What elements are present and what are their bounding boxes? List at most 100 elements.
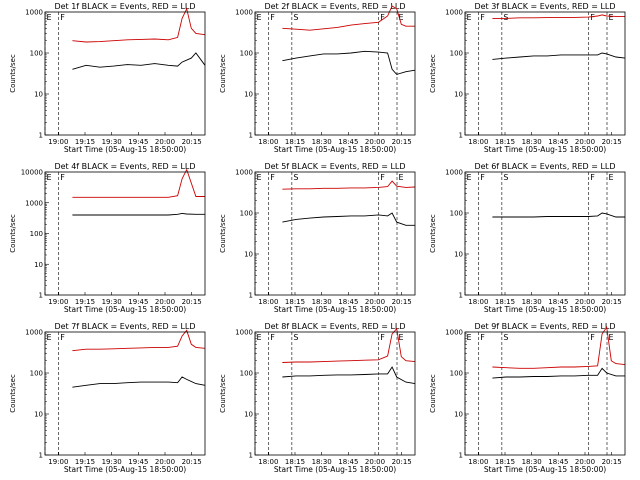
x-tick-label: 19:15 bbox=[75, 298, 95, 306]
x-tick-label: 19:00 bbox=[48, 138, 68, 146]
series-events-line bbox=[492, 212, 625, 218]
x-tick-label: 20:15 bbox=[602, 138, 622, 146]
event-marker-label: F bbox=[60, 13, 65, 22]
event-marker-label: E bbox=[609, 173, 614, 182]
y-tick-label: 100 bbox=[30, 50, 43, 58]
event-marker-label: E bbox=[257, 173, 262, 182]
event-marker-label: F bbox=[380, 13, 385, 22]
event-marker-label: F bbox=[60, 333, 65, 342]
x-tick-label: 20:15 bbox=[182, 458, 202, 466]
y-tick-label: 100 bbox=[240, 50, 253, 58]
detector-panel-7: Det 7f BLACK = Events, RED = LLD 19:00 19:… bbox=[9, 322, 404, 474]
y-tick-label: 1000 bbox=[25, 9, 43, 17]
x-axis-label: Start Time (05-Aug-15 18:50:00) bbox=[484, 305, 606, 314]
x-tick-label: 19:45 bbox=[128, 138, 148, 146]
plot-frame bbox=[254, 331, 416, 456]
plot-frame bbox=[44, 11, 206, 136]
x-tick-label: 18:00 bbox=[258, 458, 278, 466]
y-tick-label: 1 bbox=[39, 452, 43, 460]
x-tick-label: 18:15 bbox=[285, 138, 305, 146]
event-marker-label: E bbox=[609, 13, 614, 22]
series-events-line bbox=[282, 50, 416, 75]
x-axis-label: Start Time (05-Aug-15 18:50:00) bbox=[484, 145, 606, 154]
x-tick-label: 18:00 bbox=[258, 138, 278, 146]
series-lld-line bbox=[72, 329, 206, 352]
plot-frame bbox=[464, 171, 626, 296]
event-marker-label: E bbox=[467, 13, 472, 22]
event-marker-label: F bbox=[270, 173, 275, 182]
y-tick-label: 10 bbox=[454, 91, 463, 99]
plot-frame bbox=[254, 171, 416, 296]
x-tick-label: 19:45 bbox=[128, 458, 148, 466]
x-tick-label: 19:30 bbox=[102, 298, 122, 306]
event-marker-label: E bbox=[47, 333, 52, 342]
x-tick-label: 18:15 bbox=[495, 138, 515, 146]
y-tick-label: 1 bbox=[39, 292, 43, 300]
detector-panel-5: Det 5f BLACK = Events, RED = LLD 18:00 18:… bbox=[219, 162, 614, 314]
x-axis-label: Start Time (05-Aug-15 18:50:00) bbox=[64, 145, 186, 154]
x-tick-label: 19:15 bbox=[75, 138, 95, 146]
plot-frame bbox=[464, 331, 626, 456]
y-tick-label: 10 bbox=[34, 261, 43, 269]
event-marker-label: E bbox=[467, 173, 472, 182]
x-tick-label: 18:15 bbox=[285, 458, 305, 466]
x-tick-label: 20:00 bbox=[155, 138, 175, 146]
event-marker-label: E bbox=[399, 333, 404, 342]
plot-frame bbox=[44, 331, 206, 456]
y-tick-label: 1000 bbox=[445, 169, 463, 177]
detector-panel-6: Det 6f BLACK = Events, RED = LLD 18:00 18:… bbox=[429, 162, 626, 314]
plot-frame bbox=[464, 11, 626, 136]
detector-panel-4: Det 4f BLACK = Events, RED = LLD 19:00 19:… bbox=[9, 162, 404, 314]
event-marker-label: E bbox=[47, 13, 52, 22]
series-events-line bbox=[282, 366, 416, 385]
x-tick-label: 18:00 bbox=[468, 298, 488, 306]
panel-title: Det 4f BLACK = Events, RED = LLD bbox=[54, 162, 195, 171]
x-tick-label: 20:00 bbox=[575, 298, 595, 306]
event-marker-label: F bbox=[60, 173, 65, 182]
panel-title: Det 2f BLACK = Events, RED = LLD bbox=[264, 2, 405, 11]
series-lld-line bbox=[282, 5, 415, 31]
x-tick-label: 20:00 bbox=[575, 138, 595, 146]
event-marker-label: S bbox=[293, 13, 298, 22]
event-marker-label: F bbox=[480, 173, 485, 182]
x-tick-label: 20:15 bbox=[182, 138, 202, 146]
y-tick-label: 100 bbox=[240, 210, 253, 218]
x-tick-label: 20:00 bbox=[575, 458, 595, 466]
series-events-line bbox=[282, 212, 415, 226]
event-marker-label: E bbox=[257, 13, 262, 22]
x-axis-label: Start Time (05-Aug-15 18:50:00) bbox=[274, 145, 396, 154]
x-tick-label: 20:00 bbox=[365, 298, 385, 306]
x-tick-label: 20:00 bbox=[155, 458, 175, 466]
event-marker-label: F bbox=[480, 13, 485, 22]
x-tick-label: 18:45 bbox=[338, 298, 358, 306]
y-tick-label: 1000 bbox=[235, 329, 253, 337]
event-marker-label: F bbox=[590, 333, 595, 342]
y-tick-label: 1 bbox=[39, 132, 43, 140]
y-axis-label: Counts/sec bbox=[429, 54, 437, 93]
y-tick-label: 1000 bbox=[445, 329, 463, 337]
panel-title: Det 9f BLACK = Events, RED = LLD bbox=[474, 322, 615, 331]
x-axis-label: Start Time (05-Aug-15 18:50:00) bbox=[64, 465, 186, 474]
x-tick-label: 19:30 bbox=[102, 138, 122, 146]
x-tick-label: 20:15 bbox=[392, 138, 412, 146]
event-marker-label: E bbox=[467, 333, 472, 342]
series-lld-line bbox=[282, 327, 416, 363]
y-tick-label: 1 bbox=[459, 452, 463, 460]
x-tick-label: 18:30 bbox=[312, 298, 332, 306]
x-tick-label: 20:15 bbox=[392, 458, 412, 466]
y-tick-label: 1 bbox=[459, 132, 463, 140]
y-tick-label: 10 bbox=[244, 411, 253, 419]
x-tick-label: 18:45 bbox=[548, 298, 568, 306]
series-lld-line bbox=[72, 168, 205, 198]
y-tick-label: 10 bbox=[34, 91, 43, 99]
panel-title: Det 8f BLACK = Events, RED = LLD bbox=[264, 322, 405, 331]
x-tick-label: 20:15 bbox=[602, 298, 622, 306]
x-tick-label: 19:15 bbox=[75, 458, 95, 466]
x-tick-label: 18:30 bbox=[522, 138, 542, 146]
y-tick-label: 1 bbox=[459, 292, 463, 300]
y-axis-label: Counts/sec bbox=[429, 374, 437, 413]
y-axis-label: Counts/sec bbox=[9, 214, 17, 253]
event-marker-label: F bbox=[270, 13, 275, 22]
series-events-line bbox=[492, 52, 626, 60]
y-tick-label: 10 bbox=[454, 251, 463, 259]
